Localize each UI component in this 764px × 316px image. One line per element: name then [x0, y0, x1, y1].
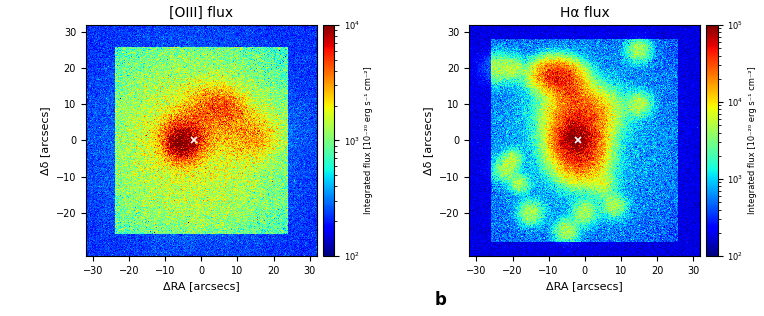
- Title: Hα flux: Hα flux: [560, 6, 610, 20]
- Y-axis label: Δδ [arcsecs]: Δδ [arcsecs]: [40, 106, 50, 175]
- X-axis label: ΔRA [arcsecs]: ΔRA [arcsecs]: [163, 281, 240, 291]
- Y-axis label: Integrated flux [10⁻²⁰ erg s⁻¹ cm⁻²]: Integrated flux [10⁻²⁰ erg s⁻¹ cm⁻²]: [364, 67, 374, 214]
- Text: b: b: [435, 291, 446, 309]
- Y-axis label: Δδ [arcsecs]: Δδ [arcsecs]: [423, 106, 433, 175]
- Title: [OIII] flux: [OIII] flux: [170, 6, 234, 20]
- Y-axis label: Integrated flux [10⁻²⁰ erg s⁻¹ cm⁻²]: Integrated flux [10⁻²⁰ erg s⁻¹ cm⁻²]: [748, 67, 756, 214]
- X-axis label: ΔRA [arcsecs]: ΔRA [arcsecs]: [546, 281, 623, 291]
